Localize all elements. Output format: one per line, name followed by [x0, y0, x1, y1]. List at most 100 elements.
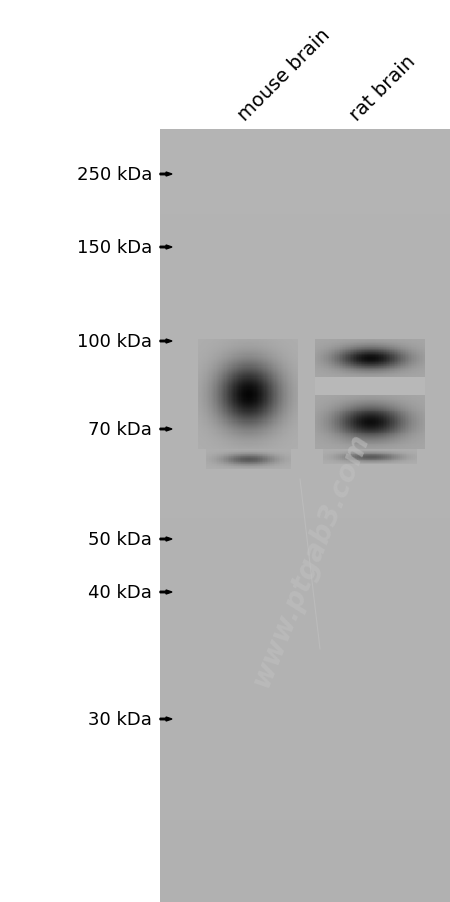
Bar: [373, 410, 375, 411]
Bar: [219, 464, 221, 465]
Bar: [329, 344, 331, 345]
Bar: [345, 406, 347, 407]
Bar: [213, 441, 215, 442]
Bar: [230, 456, 231, 457]
Bar: [332, 415, 334, 416]
Bar: [160, 706, 450, 710]
Bar: [336, 452, 338, 453]
Bar: [256, 399, 257, 400]
Bar: [293, 431, 295, 432]
Bar: [255, 468, 257, 469]
Bar: [240, 368, 242, 370]
Bar: [160, 769, 450, 771]
Bar: [387, 452, 389, 453]
Bar: [345, 369, 347, 370]
Bar: [204, 352, 206, 353]
Bar: [257, 412, 258, 413]
Bar: [397, 369, 399, 370]
Bar: [351, 446, 353, 448]
Bar: [212, 445, 213, 446]
Bar: [218, 428, 220, 430]
Bar: [410, 430, 411, 431]
Bar: [343, 400, 345, 401]
Bar: [326, 421, 328, 422]
Bar: [160, 588, 450, 591]
Bar: [356, 444, 358, 446]
Bar: [351, 401, 353, 402]
Bar: [354, 353, 356, 354]
Bar: [246, 396, 247, 397]
Bar: [297, 351, 298, 352]
Bar: [365, 374, 367, 375]
Bar: [229, 422, 231, 423]
Bar: [343, 402, 345, 403]
Bar: [348, 350, 350, 351]
Bar: [160, 575, 450, 578]
Bar: [332, 421, 334, 422]
Bar: [401, 431, 403, 432]
Bar: [392, 447, 394, 449]
Bar: [370, 460, 372, 461]
Bar: [257, 393, 258, 395]
Bar: [223, 351, 225, 352]
Bar: [284, 451, 286, 452]
Bar: [213, 359, 215, 361]
Bar: [245, 451, 247, 452]
Bar: [278, 358, 279, 360]
Bar: [274, 459, 275, 460]
Bar: [238, 449, 240, 450]
Bar: [218, 381, 220, 382]
Bar: [394, 463, 396, 464]
Bar: [242, 345, 243, 346]
Bar: [372, 419, 374, 420]
Bar: [211, 347, 212, 349]
Bar: [259, 393, 261, 395]
Bar: [248, 436, 250, 437]
Bar: [223, 399, 225, 400]
Bar: [277, 456, 279, 458]
Bar: [279, 449, 281, 450]
Bar: [335, 358, 338, 359]
Bar: [335, 340, 338, 341]
Bar: [395, 407, 397, 408]
Bar: [348, 370, 350, 371]
Bar: [335, 359, 338, 360]
Bar: [335, 434, 338, 435]
Bar: [219, 449, 221, 450]
Bar: [386, 348, 387, 349]
Bar: [345, 358, 347, 359]
Bar: [406, 350, 408, 351]
Bar: [411, 425, 413, 426]
Bar: [239, 445, 241, 446]
Bar: [275, 418, 277, 419]
Bar: [415, 342, 418, 343]
Bar: [350, 342, 351, 343]
Bar: [392, 358, 394, 359]
Bar: [248, 373, 250, 374]
Bar: [213, 351, 215, 352]
Bar: [397, 344, 399, 345]
Bar: [345, 407, 347, 408]
Bar: [359, 439, 361, 441]
Bar: [207, 361, 208, 362]
Bar: [372, 357, 374, 358]
Bar: [420, 417, 422, 418]
Bar: [251, 351, 252, 352]
Bar: [211, 423, 212, 425]
Bar: [364, 455, 367, 456]
Bar: [263, 392, 265, 394]
Bar: [381, 358, 383, 359]
Bar: [338, 456, 340, 457]
Bar: [420, 340, 422, 341]
Bar: [389, 410, 391, 411]
Bar: [249, 439, 251, 441]
Bar: [346, 402, 348, 403]
Bar: [400, 406, 402, 407]
Bar: [389, 372, 391, 373]
Bar: [201, 427, 202, 428]
Bar: [411, 464, 413, 465]
Bar: [211, 447, 212, 448]
Bar: [334, 454, 337, 455]
Bar: [417, 440, 419, 442]
Bar: [414, 350, 416, 351]
